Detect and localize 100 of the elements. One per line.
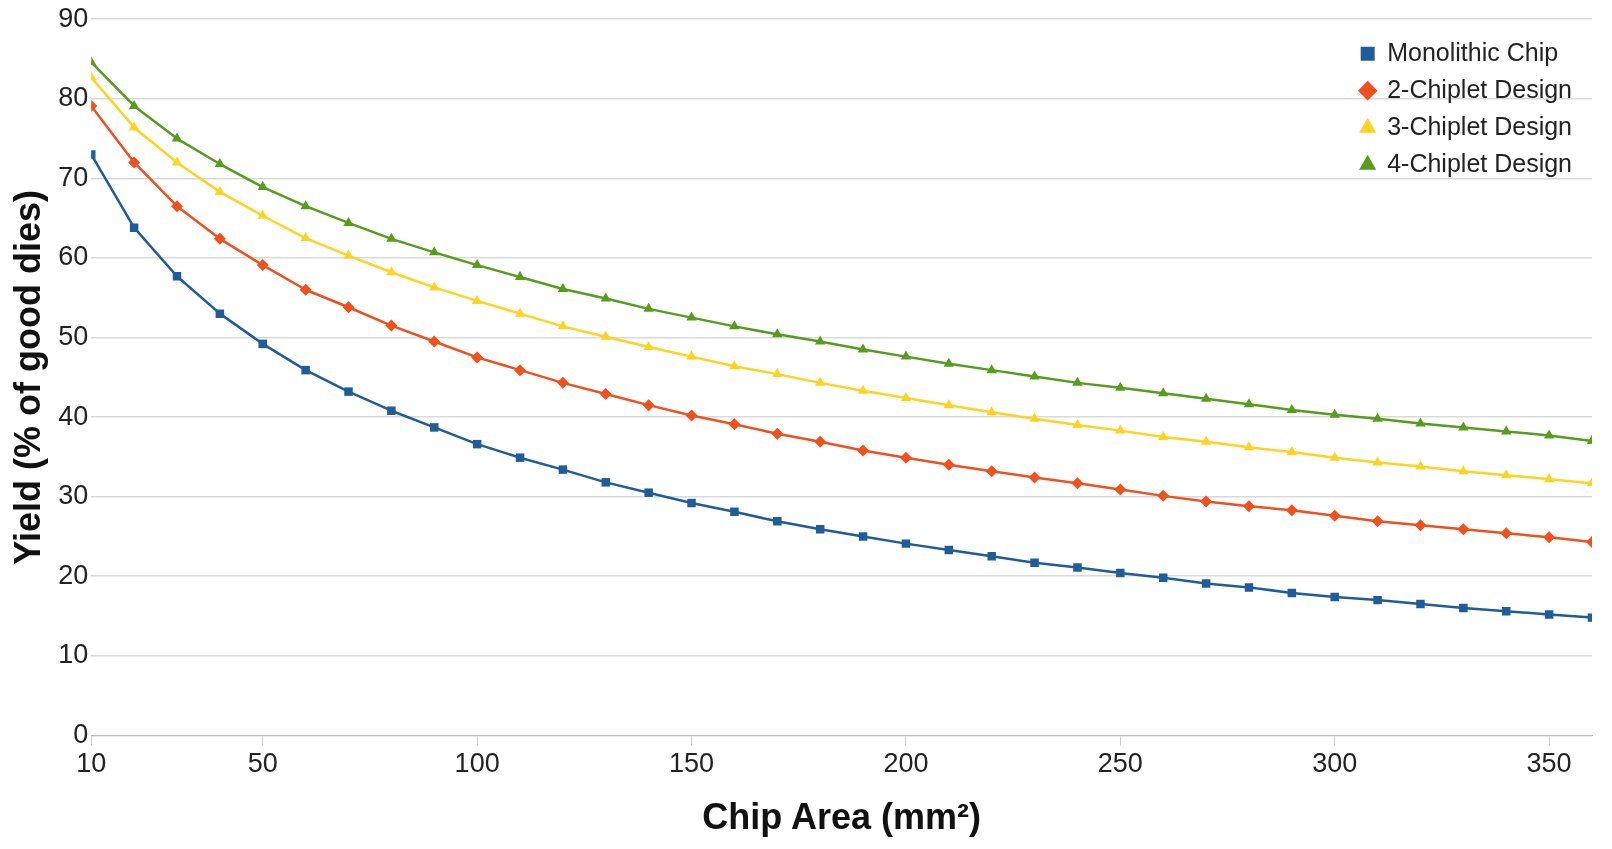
- point: [558, 465, 568, 474]
- point: [900, 350, 912, 360]
- point: [1414, 519, 1427, 532]
- point: [1543, 429, 1555, 439]
- point: [1158, 430, 1169, 440]
- point: [1158, 387, 1169, 397]
- point: [601, 478, 611, 487]
- point: [987, 552, 996, 561]
- point: [686, 311, 697, 321]
- point: [129, 223, 139, 232]
- point: [471, 351, 484, 364]
- point: [514, 364, 527, 377]
- point: [214, 158, 226, 168]
- point: [858, 532, 868, 541]
- point: [943, 357, 955, 367]
- point: [986, 406, 997, 416]
- point: [557, 320, 569, 330]
- point: [900, 391, 912, 401]
- y-tick-label: 70: [58, 161, 89, 192]
- point: [687, 498, 696, 508]
- point: [256, 259, 269, 272]
- y-tick-label: 20: [58, 559, 89, 590]
- point: [557, 282, 569, 292]
- point: [1200, 495, 1213, 508]
- x-axis-title: Chip Area (mm²): [702, 796, 981, 838]
- y-tick-label: 40: [58, 400, 89, 431]
- point: [600, 330, 611, 340]
- y-tick-label: 0: [73, 718, 89, 749]
- point: [213, 232, 226, 245]
- point: [1071, 477, 1084, 490]
- y-tick-label: 60: [58, 241, 89, 272]
- point: [1457, 523, 1470, 536]
- point: [342, 301, 355, 314]
- point: [1200, 435, 1212, 445]
- point: [300, 200, 311, 210]
- x-tick-label: 50: [247, 748, 278, 779]
- point: [857, 343, 869, 353]
- point: [729, 320, 740, 330]
- point: [814, 376, 826, 386]
- point: [1285, 504, 1298, 517]
- point: [170, 200, 183, 213]
- point: [942, 458, 955, 471]
- point: [771, 427, 784, 440]
- point: [1242, 500, 1255, 513]
- point: [643, 302, 654, 312]
- point: [1286, 446, 1298, 456]
- x-tick-label: 150: [669, 748, 715, 779]
- point: [1243, 441, 1255, 451]
- point: [1543, 531, 1556, 544]
- y-tick-label: 80: [58, 82, 89, 113]
- y-tick-label: 90: [58, 2, 89, 33]
- point: [599, 388, 612, 401]
- point: [642, 399, 655, 412]
- point: [1114, 483, 1127, 496]
- point: [815, 525, 825, 534]
- point: [857, 444, 870, 457]
- point: [1330, 592, 1339, 602]
- point: [730, 507, 739, 517]
- point: [899, 451, 912, 464]
- legend-label: Monolithic Chip: [1387, 37, 1559, 66]
- y-tick-label: 10: [58, 639, 89, 670]
- point: [1028, 471, 1041, 484]
- legend-label: 3-Chiplet Design: [1387, 111, 1573, 140]
- point: [644, 488, 653, 497]
- point: [385, 319, 398, 332]
- point: [344, 387, 353, 396]
- point: [643, 341, 654, 351]
- legend-label: 2-Chiplet Design: [1387, 74, 1573, 103]
- point: [1416, 599, 1425, 609]
- point: [386, 232, 397, 242]
- point: [257, 181, 268, 191]
- point: [728, 418, 741, 431]
- point: [343, 249, 354, 259]
- point: [428, 335, 441, 348]
- point: [857, 384, 869, 394]
- point: [1029, 412, 1040, 422]
- point: [1200, 392, 1212, 402]
- point: [772, 328, 783, 338]
- point: [1286, 403, 1298, 413]
- point: [1201, 579, 1211, 588]
- point: [814, 435, 827, 448]
- point: [471, 259, 483, 269]
- point: [1371, 515, 1384, 528]
- x-tick-label: 200: [883, 748, 929, 779]
- point: [1328, 509, 1341, 522]
- point: [1329, 451, 1340, 461]
- point: [301, 365, 310, 375]
- point: [1373, 595, 1382, 605]
- y-tick-label: 50: [58, 320, 89, 351]
- y-axis-title: Yield (% of good dies): [6, 189, 48, 565]
- point: [299, 283, 312, 296]
- point: [986, 364, 997, 374]
- point: [1458, 465, 1469, 475]
- point: [1501, 469, 1512, 479]
- point: [1073, 563, 1082, 572]
- point: [1415, 460, 1426, 470]
- point: [1543, 473, 1555, 483]
- point: [128, 121, 140, 131]
- point: [514, 307, 526, 317]
- x-tick-label: 350: [1526, 748, 1572, 779]
